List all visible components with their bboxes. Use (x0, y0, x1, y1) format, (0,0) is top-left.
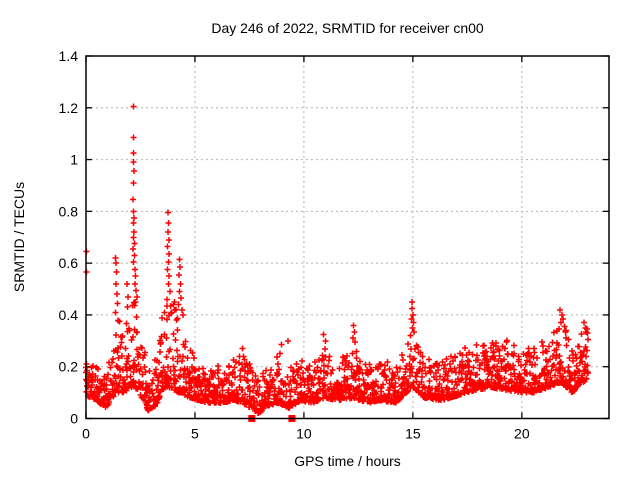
y-axis-label: SRMTID / TECUs (11, 182, 27, 292)
x-axis-label: GPS time / hours (294, 453, 401, 469)
x-tick-label: 15 (405, 426, 421, 442)
x-tick-label: 5 (191, 426, 199, 442)
x-tick-label: 20 (514, 426, 530, 442)
y-tick-label: 0.4 (59, 307, 79, 323)
y-tick-label: 0.6 (59, 255, 79, 271)
grid-lines (86, 56, 609, 419)
plot-border (85, 55, 610, 420)
scatter-points (83, 103, 591, 416)
chart-title: Day 246 of 2022, SRMTID for receiver cn0… (211, 20, 484, 36)
x-tick-label: 10 (296, 426, 312, 442)
y-tick-label: 0.8 (59, 203, 79, 219)
y-tick-label: 1.2 (59, 100, 79, 116)
x-tick-labels: 0 5 10 15 20 (82, 426, 530, 442)
y-tick-label: 1 (70, 152, 78, 168)
y-tick-label: 0.2 (59, 359, 79, 375)
y-tick-labels: 0 0.2 0.4 0.6 0.8 1 1.2 1.4 (59, 48, 79, 427)
y-tick-label: 1.4 (59, 48, 79, 64)
x-tick-label: 0 (82, 426, 90, 442)
y-tick-label: 0 (70, 411, 78, 427)
labels: Day 246 of 2022, SRMTID for receiver cn0… (11, 20, 530, 469)
